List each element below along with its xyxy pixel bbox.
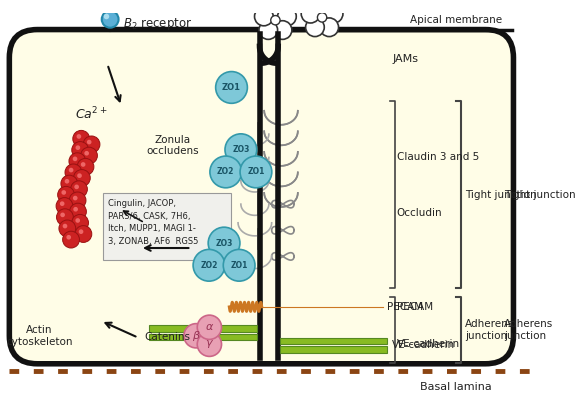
Text: ZO3: ZO3	[216, 239, 233, 247]
Circle shape	[254, 7, 273, 26]
Text: Tight junction: Tight junction	[504, 190, 576, 200]
Circle shape	[63, 231, 80, 248]
Circle shape	[266, 0, 285, 18]
Circle shape	[198, 332, 221, 357]
FancyBboxPatch shape	[103, 193, 231, 260]
Circle shape	[81, 147, 98, 164]
Text: Basal lamina: Basal lamina	[419, 383, 492, 392]
Circle shape	[83, 136, 100, 153]
Circle shape	[225, 134, 257, 166]
Text: Tight junction: Tight junction	[465, 190, 536, 200]
Circle shape	[73, 157, 77, 161]
Text: ZO1: ZO1	[248, 167, 264, 176]
Circle shape	[223, 249, 255, 281]
Circle shape	[317, 13, 327, 22]
Text: Cingulin, JACOP,
PAR3/6, CASK, 7H6,
Itch, MUPP1, MAGI 1-
3, ZONAB, AF6  RGS5: Cingulin, JACOP, PAR3/6, CASK, 7H6, Itch…	[108, 199, 199, 246]
Circle shape	[70, 203, 87, 220]
Text: $\gamma$: $\gamma$	[205, 338, 214, 350]
Text: JAMs: JAMs	[392, 55, 418, 64]
Text: $\beta$: $\beta$	[192, 329, 200, 343]
Circle shape	[69, 192, 86, 209]
Circle shape	[73, 207, 78, 212]
Bar	[149, 334, 257, 340]
Text: ZO1: ZO1	[231, 261, 248, 270]
Circle shape	[71, 214, 88, 231]
Text: ZO3: ZO3	[232, 145, 250, 154]
Text: Adherens
junction: Adherens junction	[504, 319, 553, 341]
Circle shape	[60, 212, 65, 217]
Circle shape	[69, 168, 73, 173]
Circle shape	[259, 21, 278, 39]
Text: VE-cadherin: VE-cadherin	[392, 340, 456, 350]
Circle shape	[193, 249, 225, 281]
Text: VE-cadherin: VE-cadherin	[397, 339, 460, 349]
Circle shape	[66, 235, 71, 240]
Circle shape	[103, 14, 109, 19]
Text: PECAM: PECAM	[397, 302, 433, 312]
Circle shape	[320, 18, 339, 37]
Circle shape	[74, 184, 79, 189]
Circle shape	[76, 145, 80, 150]
Circle shape	[70, 181, 87, 198]
Circle shape	[306, 18, 324, 37]
Circle shape	[65, 164, 82, 181]
Text: PECAM: PECAM	[388, 302, 424, 312]
Circle shape	[77, 158, 94, 175]
Text: $\alpha$: $\alpha$	[205, 322, 214, 332]
FancyBboxPatch shape	[9, 30, 514, 364]
Circle shape	[77, 134, 81, 139]
Circle shape	[72, 142, 88, 158]
Bar	[280, 338, 388, 344]
Text: ZO2: ZO2	[217, 167, 235, 176]
Circle shape	[60, 201, 64, 206]
Circle shape	[73, 130, 89, 147]
Text: $Ca^{2+}$: $Ca^{2+}$	[75, 105, 107, 122]
Circle shape	[81, 162, 85, 167]
Circle shape	[62, 190, 66, 195]
Text: Actin
cytoskeleton: Actin cytoskeleton	[6, 326, 73, 347]
Text: Occludin: Occludin	[397, 208, 442, 219]
Circle shape	[198, 315, 221, 339]
Circle shape	[69, 153, 86, 170]
Circle shape	[64, 179, 69, 184]
Circle shape	[56, 209, 73, 225]
Circle shape	[61, 175, 78, 192]
Circle shape	[56, 198, 73, 214]
Circle shape	[59, 220, 76, 237]
Circle shape	[208, 227, 240, 259]
Circle shape	[75, 225, 92, 243]
Circle shape	[278, 7, 296, 26]
Circle shape	[76, 218, 80, 223]
Circle shape	[78, 229, 84, 234]
Circle shape	[73, 196, 77, 200]
Bar	[280, 346, 388, 352]
Circle shape	[271, 15, 280, 25]
Circle shape	[58, 186, 74, 203]
Circle shape	[273, 21, 292, 39]
Text: Catenins: Catenins	[145, 332, 191, 342]
Text: $B_2$ receptor: $B_2$ receptor	[123, 16, 192, 32]
Circle shape	[324, 4, 343, 23]
Circle shape	[87, 140, 92, 144]
Circle shape	[73, 170, 90, 186]
Text: Zonula
occludens: Zonula occludens	[146, 135, 199, 156]
Circle shape	[77, 173, 82, 178]
Circle shape	[102, 11, 119, 28]
Text: ZO1: ZO1	[222, 83, 241, 92]
Text: Adherens
junction: Adherens junction	[465, 319, 514, 341]
Circle shape	[84, 151, 89, 155]
Circle shape	[313, 0, 331, 15]
Text: ZO2: ZO2	[200, 261, 218, 270]
Circle shape	[184, 324, 208, 348]
Circle shape	[240, 156, 272, 188]
Text: Apical membrane: Apical membrane	[410, 15, 501, 25]
Text: Claudin 3 and 5: Claudin 3 and 5	[397, 153, 479, 162]
Bar	[149, 326, 257, 332]
Circle shape	[210, 156, 242, 188]
Circle shape	[216, 72, 248, 103]
Circle shape	[63, 224, 67, 228]
Circle shape	[301, 4, 320, 23]
